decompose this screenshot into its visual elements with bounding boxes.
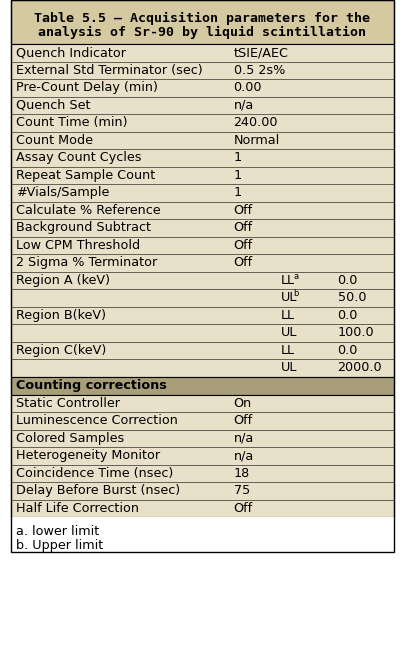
Text: Normal: Normal (234, 133, 280, 146)
Text: Coincidence Time (nsec): Coincidence Time (nsec) (16, 467, 173, 480)
FancyBboxPatch shape (11, 44, 394, 376)
Text: LL: LL (281, 309, 295, 322)
Text: 1: 1 (234, 151, 242, 164)
Text: Count Mode: Count Mode (16, 133, 93, 146)
Text: UL: UL (281, 326, 297, 339)
FancyBboxPatch shape (11, 517, 394, 552)
Text: Pre-Count Delay (min): Pre-Count Delay (min) (16, 81, 158, 94)
Text: 100.0: 100.0 (338, 326, 374, 339)
Text: Off: Off (234, 414, 253, 427)
Text: Off: Off (234, 204, 253, 217)
Text: tSIE/AEC: tSIE/AEC (234, 46, 289, 59)
Text: Low CPM Threshold: Low CPM Threshold (16, 239, 140, 252)
Text: Count Time (min): Count Time (min) (16, 117, 128, 130)
Text: Region C(keV): Region C(keV) (16, 344, 107, 357)
Text: Off: Off (234, 239, 253, 252)
Text: Heterogeneity Monitor: Heterogeneity Monitor (16, 449, 160, 462)
Text: Off: Off (234, 221, 253, 234)
Text: 75: 75 (234, 484, 250, 497)
Text: UL: UL (281, 291, 297, 304)
Text: 0.0: 0.0 (338, 344, 358, 357)
Text: Quench Set: Quench Set (16, 99, 91, 112)
Text: Background Subtract: Background Subtract (16, 221, 151, 234)
Text: Delay Before Burst (nsec): Delay Before Burst (nsec) (16, 484, 180, 497)
Text: Assay Count Cycles: Assay Count Cycles (16, 151, 142, 164)
Text: On: On (234, 396, 252, 409)
Text: n/a: n/a (234, 99, 254, 112)
Text: Calculate % Reference: Calculate % Reference (16, 204, 161, 217)
Text: #Vials/Sample: #Vials/Sample (16, 186, 109, 199)
Text: Quench Indicator: Quench Indicator (16, 46, 126, 59)
FancyBboxPatch shape (11, 395, 394, 517)
Text: 1: 1 (234, 169, 242, 182)
Text: a. lower limit: a. lower limit (16, 525, 99, 538)
Text: 0.0: 0.0 (338, 274, 358, 286)
Text: n/a: n/a (234, 449, 254, 462)
Text: Counting corrections: Counting corrections (16, 379, 167, 392)
Text: 1: 1 (234, 186, 242, 199)
Text: Off: Off (234, 256, 253, 270)
Text: Colored Samples: Colored Samples (16, 432, 124, 445)
Text: 0.00: 0.00 (234, 81, 262, 94)
Text: b: b (293, 289, 298, 298)
Text: 18: 18 (234, 467, 250, 480)
Text: 50.0: 50.0 (338, 291, 366, 304)
Text: 2000.0: 2000.0 (338, 361, 382, 374)
Text: LL: LL (281, 274, 295, 286)
Text: 0.5 2s%: 0.5 2s% (234, 64, 285, 77)
Text: Region B(keV): Region B(keV) (16, 309, 106, 322)
Text: Luminescence Correction: Luminescence Correction (16, 414, 178, 427)
Text: UL: UL (281, 361, 297, 374)
Text: b. Upper limit: b. Upper limit (16, 539, 103, 552)
Text: Half Life Correction: Half Life Correction (16, 502, 139, 515)
Text: LL: LL (281, 344, 295, 357)
FancyBboxPatch shape (11, 0, 394, 44)
Text: Region A (keV): Region A (keV) (16, 274, 110, 286)
Text: Static Controller: Static Controller (16, 396, 120, 409)
Text: 0.0: 0.0 (338, 309, 358, 322)
Text: Table 5.5 – Acquisition parameters for the: Table 5.5 – Acquisition parameters for t… (34, 12, 371, 25)
Text: analysis of Sr-90 by liquid scintillation: analysis of Sr-90 by liquid scintillatio… (38, 26, 367, 39)
FancyBboxPatch shape (11, 376, 394, 395)
Text: Off: Off (234, 502, 253, 515)
Text: 240.00: 240.00 (234, 117, 278, 130)
Text: External Std Terminator (sec): External Std Terminator (sec) (16, 64, 203, 77)
Text: a: a (293, 271, 298, 281)
Text: n/a: n/a (234, 432, 254, 445)
Text: 2 Sigma % Terminator: 2 Sigma % Terminator (16, 256, 158, 270)
Text: Repeat Sample Count: Repeat Sample Count (16, 169, 156, 182)
